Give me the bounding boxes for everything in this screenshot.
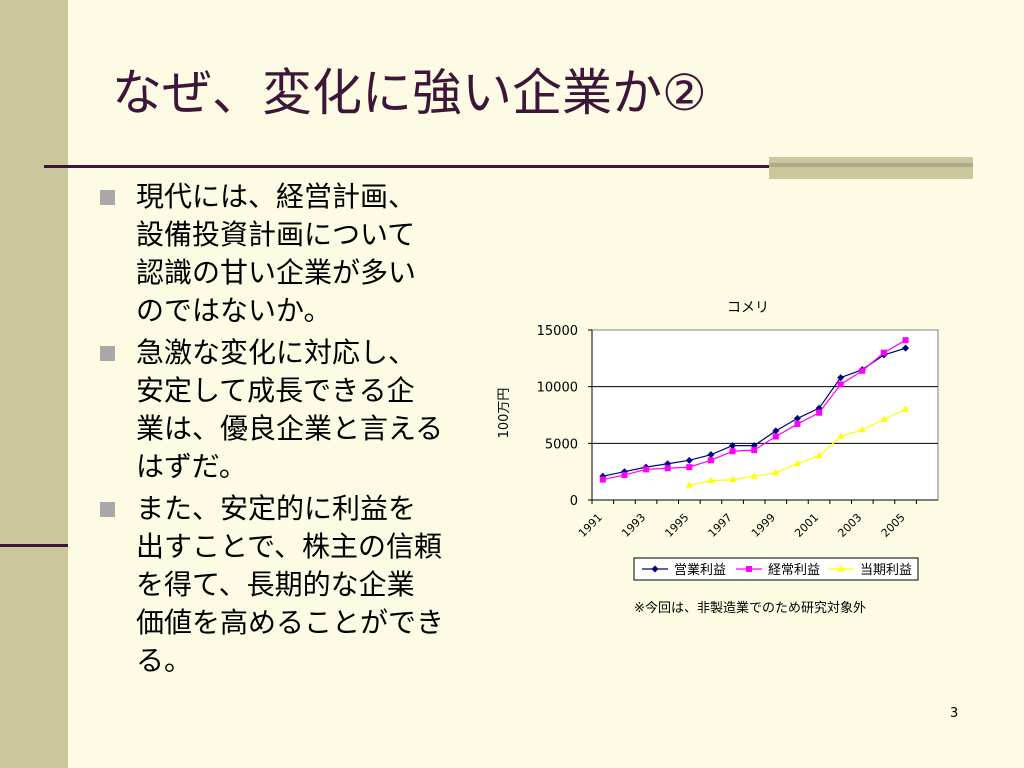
- data-point: [837, 374, 845, 382]
- legend-label: 経常利益: [768, 563, 820, 578]
- data-point: [837, 432, 845, 440]
- chart-note: ※今回は、非製造業でのため研究対象外: [634, 600, 866, 616]
- profit-line-chart: コメリ 100万円 0 5000 10000 15000 1991 1993 1995 199…: [497, 300, 939, 616]
- legend-label: 当期利益: [860, 563, 912, 578]
- data-point: [772, 468, 780, 476]
- y-tick-label: 0: [570, 494, 578, 509]
- x-tick-label: 1997: [706, 511, 735, 540]
- data-point: [664, 465, 671, 472]
- bullet-text: 現代には、経営計画、 設備投資計画について 認識の甘い企業が多い のではないか。: [136, 180, 417, 327]
- data-point: [880, 349, 887, 356]
- data-point: [902, 344, 910, 352]
- title-rule-accent-stripe: [769, 163, 973, 167]
- data-point: [599, 476, 606, 483]
- data-point: [746, 566, 752, 572]
- data-point: [685, 481, 693, 488]
- data-point: [686, 464, 693, 471]
- data-point: [816, 409, 823, 416]
- left-decor-line: [0, 544, 68, 547]
- legend-label: 営業利益: [674, 562, 726, 578]
- chart-title: コメリ: [727, 300, 769, 316]
- title-rule: [44, 165, 769, 168]
- data-point: [707, 476, 715, 484]
- data-point: [793, 459, 801, 467]
- left-decor-bar: [0, 0, 68, 768]
- data-point: [751, 447, 758, 454]
- bullet-square-icon: [100, 346, 115, 361]
- x-tick-label: 1993: [619, 511, 648, 540]
- data-point: [815, 451, 823, 459]
- page-number: 3: [950, 706, 959, 721]
- y-tick-label: 5000: [545, 437, 578, 452]
- bullet-square-icon: [100, 502, 115, 517]
- data-point: [621, 472, 628, 479]
- data-point: [772, 433, 779, 440]
- title-rule-accent: [769, 157, 973, 179]
- data-point: [837, 381, 844, 388]
- data-point: [858, 425, 866, 433]
- x-tick-label: 2003: [835, 511, 864, 540]
- bullet-square-icon: [100, 190, 115, 205]
- data-point: [750, 472, 758, 479]
- data-point: [651, 565, 659, 573]
- y-tick-label: 10000: [537, 381, 578, 396]
- data-point: [729, 442, 737, 450]
- bullet-text: 急激な変化に対応し、 安定して成長できる企 業は、優良企業と言える はずだ。: [136, 336, 444, 483]
- bullet-item: 現代には、経営計画、 設備投資計画について 認識の甘い企業が多い のではないか。: [98, 178, 498, 330]
- bullet-item: 急激な変化に対応し、 安定して成長できる企 業は、優良企業と言える はずだ。: [98, 334, 498, 486]
- x-tick-label: 1991: [576, 511, 605, 540]
- bullet-list: 現代には、経営計画、 設備投資計画について 認識の甘い企業が多い のではないか。…: [98, 178, 498, 684]
- data-point: [729, 475, 737, 483]
- y-tick-label: 15000: [537, 324, 578, 339]
- x-tick-label: 2001: [792, 511, 821, 540]
- data-point: [685, 456, 693, 464]
- data-point: [707, 457, 714, 464]
- data-point: [620, 468, 628, 476]
- plot-area: [591, 329, 939, 501]
- data-point: [902, 337, 909, 344]
- y-axis-label: 100万円: [497, 388, 512, 439]
- data-point: [793, 414, 801, 422]
- data-point: [859, 367, 866, 374]
- x-tick-label: 2005: [879, 511, 908, 540]
- data-point: [880, 415, 888, 423]
- data-point: [729, 448, 736, 455]
- x-tick-label: 1995: [662, 511, 691, 540]
- data-point: [837, 565, 845, 572]
- legend-box: [633, 557, 919, 581]
- data-point: [772, 427, 780, 435]
- bullet-item: また、安定的に利益を 出すことで、株主の信頼 を得て、長期的な企業 価値を高める…: [98, 490, 498, 680]
- data-point: [643, 466, 650, 473]
- data-point: [599, 472, 607, 480]
- data-point: [794, 421, 801, 428]
- data-point: [815, 404, 823, 412]
- x-tick-label: 1999: [749, 511, 778, 540]
- data-point: [902, 405, 910, 412]
- slide-title: なぜ、変化に強い企業か②: [112, 64, 707, 122]
- bullet-text: また、安定的に利益を 出すことで、株主の信頼 を得て、長期的な企業 価値を高める…: [136, 492, 445, 677]
- data-point: [707, 451, 715, 459]
